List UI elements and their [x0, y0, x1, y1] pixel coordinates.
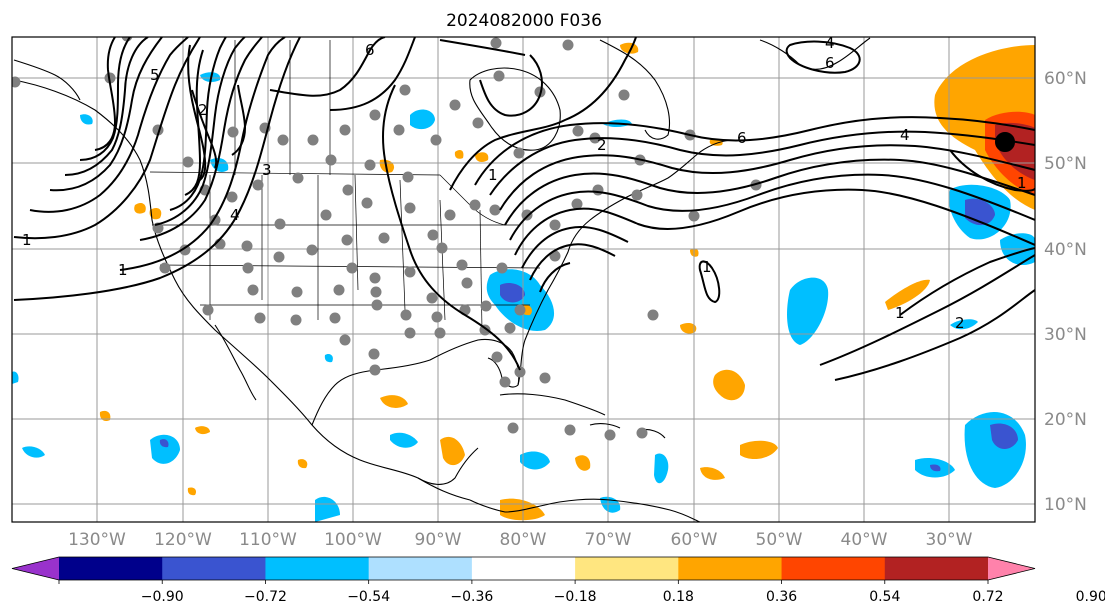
- colorbar-segment: [575, 557, 679, 580]
- lat-tick-label: 30°N: [1044, 325, 1087, 345]
- lon-tick-label: 50°W: [756, 530, 803, 550]
- map-title: 2024082000 F036: [446, 11, 602, 31]
- lat-tick-label: 10°N: [1044, 495, 1087, 515]
- colorbar-tick-label: −0.90: [141, 589, 184, 605]
- lon-tick-label: 70°W: [585, 530, 632, 550]
- lon-tick-label: 100°W: [324, 530, 382, 550]
- colorbar-tick-label: −0.18: [554, 589, 597, 605]
- colorbar-segment: [471, 557, 576, 580]
- contour-label: 4: [230, 206, 240, 224]
- lon-tick-label: 60°W: [671, 530, 718, 550]
- colorbar-tick-labels: −0.90 −0.72 −0.54 −0.36 −0.18 0.18 0.36 …: [141, 589, 1105, 605]
- contour-label-group: 1 2 3 4 5 6 4 6 1 2 4 6 1 1 1 2 1: [22, 34, 1027, 332]
- contour-label: 6: [365, 41, 375, 59]
- contour-label: 1: [22, 231, 32, 249]
- colorbar-segment: [781, 557, 886, 580]
- colorbar-segment: [368, 557, 473, 580]
- colorbar-tick-label: 0.18: [663, 589, 694, 605]
- colorbar-extend-low: [12, 557, 59, 580]
- lat-tick-label: 50°N: [1044, 154, 1087, 174]
- lon-tick-label: 40°W: [841, 530, 888, 550]
- colorbar-segment: [59, 557, 163, 580]
- contour-label: 1: [1017, 174, 1027, 192]
- contour-label: 2: [955, 314, 965, 332]
- colorbar-segment: [265, 557, 370, 580]
- colorbar-tick-label: 0.90: [1076, 589, 1105, 605]
- contour-label: 6: [825, 54, 835, 72]
- contour-label: 1: [118, 261, 128, 279]
- contour-label: 6: [737, 129, 747, 147]
- colorbar-tick-label: −0.54: [347, 589, 390, 605]
- station-markers: [12, 37, 762, 441]
- lat-tick-label: 40°N: [1044, 240, 1087, 260]
- contour-label: 1: [702, 258, 712, 276]
- colorbar-tick-label: 0.36: [766, 589, 797, 605]
- colorbar-tick-label: −0.72: [244, 589, 287, 605]
- colorbar-segment: [162, 557, 266, 580]
- contour-label: 4: [825, 34, 835, 52]
- map-panel: 1 2 3 4 5 6 4 6 1 2 4 6 1 1 1 2 1: [12, 34, 1035, 522]
- lon-tick-label: 120°W: [154, 530, 212, 550]
- latitude-labels: 60°N 50°N 40°N 30°N 20°N 10°N: [1044, 69, 1087, 515]
- contour-label: 5: [150, 66, 160, 84]
- lon-tick-label: 30°W: [926, 530, 973, 550]
- colorbar-segment: [884, 557, 989, 580]
- contour-label: 2: [198, 101, 208, 119]
- lon-tick-label: 110°W: [239, 530, 297, 550]
- lat-tick-label: 60°N: [1044, 69, 1087, 89]
- contour-label: 1: [488, 166, 498, 184]
- lon-tick-label: 130°W: [68, 530, 126, 550]
- colorbar-segment: [678, 557, 783, 580]
- colorbar: [11, 556, 1036, 584]
- lat-tick-label: 20°N: [1044, 410, 1087, 430]
- contour-label: 4: [900, 126, 910, 144]
- map-frame: [11, 36, 1036, 523]
- colorbar-tick-label: 0.54: [869, 589, 900, 605]
- colorbar-tick-label: 0.72: [972, 589, 1003, 605]
- contour-label: 1: [895, 304, 905, 322]
- colorbar-tick-label: −0.36: [450, 589, 493, 605]
- contour-label: 2: [597, 136, 607, 154]
- colorbar-extend-high: [988, 557, 1035, 580]
- lon-tick-label: 80°W: [500, 530, 547, 550]
- lon-tick-label: 90°W: [415, 530, 462, 550]
- contour-lines: [13, 37, 1035, 381]
- longitude-labels: 130°W 120°W 110°W 100°W 90°W 80°W 70°W 6…: [68, 530, 973, 550]
- contour-label: 3: [262, 161, 272, 179]
